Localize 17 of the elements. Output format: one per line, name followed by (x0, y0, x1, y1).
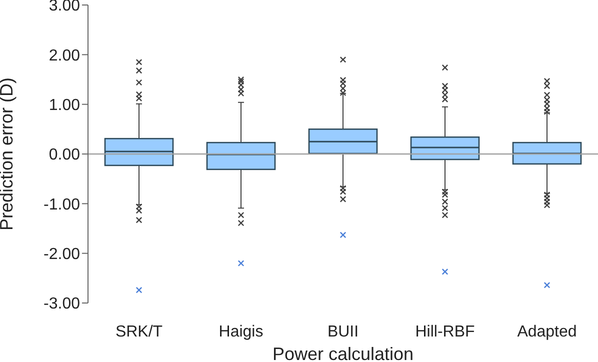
y-tick-label: -1.00 (44, 196, 80, 214)
point (136, 286, 142, 294)
x-axis-title: Power calculation (272, 344, 414, 362)
y-tick-label: -3.00 (44, 296, 80, 313)
y-tick-label: 0.00 (48, 146, 80, 164)
y-tick-label: 2.00 (48, 47, 80, 64)
point (238, 260, 244, 266)
x-tick-label: Adapted (517, 323, 577, 340)
y-tick-label: 1.00 (48, 97, 80, 114)
x-tick-label: Hill-RBF (415, 323, 475, 340)
point (442, 268, 448, 275)
x-tick-label: SRK/T (115, 323, 163, 340)
x-tick-label: BUII (327, 323, 359, 340)
y-tick-label: -2.00 (44, 246, 80, 264)
x-tick-label: Haigis (218, 323, 264, 340)
point (544, 282, 550, 288)
point (340, 232, 346, 238)
